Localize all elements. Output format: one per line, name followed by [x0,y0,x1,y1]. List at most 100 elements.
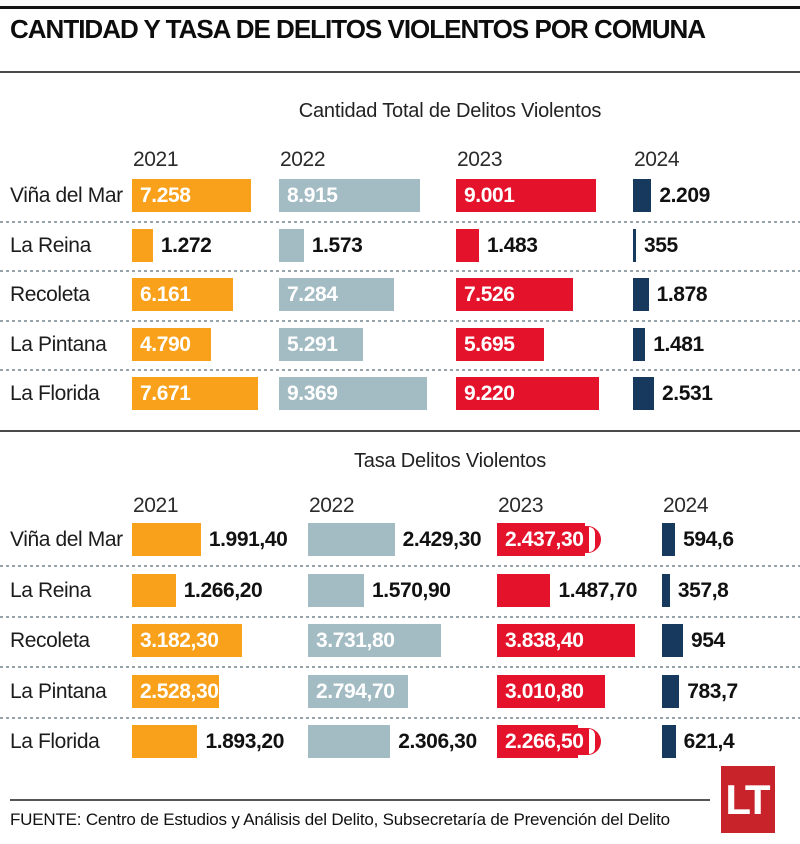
bar-value: 3.010,80 [505,679,584,703]
row-separator [0,369,800,371]
bar-2023: 5.695 [456,327,545,361]
bar-value: 1.573 [311,233,363,257]
bar-value: 2.794,70 [316,679,395,703]
row-separator [0,615,800,618]
bar-value: 9.220 [464,382,515,405]
year-column-header: 2023 [498,494,544,517]
bar-2021 [132,523,201,556]
bar-value: 7.526 [464,283,515,306]
bar-2023: 3.010,80 [497,674,606,708]
bar-value: 6.161 [140,283,191,306]
row-separator [0,565,800,567]
bar-2022 [308,523,395,556]
bar-2024 [633,278,649,311]
commune-label: La Florida [10,382,100,405]
bar-value: 7.671 [140,382,191,405]
bar-2022: 2.794,70 [308,674,408,708]
bar-value: 9.001 [464,184,515,207]
commune-label: Recoleta [10,629,90,652]
bar-2023: 9.220 [456,377,599,410]
bar-2021 [132,725,198,758]
bar-value: 357,8 [677,578,729,602]
bar-value: 2.528,30 [140,679,219,703]
bar-value: 2.209 [659,184,710,207]
year-column-header: 2024 [663,494,709,517]
bar-2022 [308,725,391,758]
bar-2021: 7.258 [132,179,252,212]
bar-2022: 7.284 [279,278,395,311]
header-divider-line [0,71,800,73]
bar-value: 1.991,40 [208,528,288,551]
bar-2024 [662,624,683,657]
bar-value: 1.570,90 [371,578,451,602]
bar-value: 2.429,30 [402,528,482,551]
year-column-header: 2022 [309,494,355,517]
bar-2022 [308,573,364,607]
bar-value: 1.272 [160,233,212,257]
source-credit: FUENTE: Centro de Estudios y Análisis de… [10,810,670,829]
bar-2024 [633,327,646,361]
page-title: CANTIDAD Y TASA DE DELITOS VIOLENTOS POR… [10,14,706,44]
commune-label: La Florida [10,730,100,753]
bar-value: 1.893,20 [205,730,284,753]
bar-2021: 2.528,30 [132,674,220,708]
bar-value: 7.258 [140,184,191,207]
bar-2021 [132,573,176,607]
bar-value: 5.291 [287,332,338,356]
bar-value: 1.266,20 [183,578,263,602]
bar-value: 9.369 [287,382,338,405]
bar-value-pill: 2.266,50 [497,728,601,755]
row-separator [0,666,800,668]
pill-notch [588,527,595,552]
bar-2024 [662,573,670,607]
commune-label: Viña del Mar [10,528,123,551]
bar-2024 [662,725,676,758]
bar-value: 2.531 [662,382,713,405]
bar-value: 3.838,40 [505,629,584,652]
bar-2023: 7.526 [456,278,573,311]
row-separator [0,220,800,223]
bar-2023 [456,228,479,262]
bar-value: 783,7 [687,679,738,703]
bar-2022: 9.369 [279,377,427,410]
row-separator [0,270,800,272]
year-column-header: 2024 [634,148,680,171]
chart2-title: Tasa Delitos Violentos [353,450,546,472]
charts-divider-line [0,430,800,432]
commune-label: Recoleta [10,283,90,306]
pill-notch [588,729,595,754]
bar-2023: 3.838,40 [497,624,635,657]
commune-label: La Pintana [10,679,107,703]
bar-2021: 7.671 [132,377,258,410]
row-separator [0,716,800,719]
bar-2022: 8.915 [279,179,420,212]
bar-value: 1.487,70 [558,578,638,602]
bar-2022: 3.731,80 [308,624,441,657]
bar-2021: 3.182,30 [132,624,242,657]
bar-value: 4.790 [140,332,191,356]
year-column-header: 2021 [133,148,179,171]
commune-label: Viña del Mar [10,184,123,207]
year-column-header: 2023 [457,148,503,171]
bar-value-pill: 2.437,30 [497,526,601,553]
bar-value: 3.182,30 [140,629,219,652]
lt-logo: LT [721,766,775,833]
bar-value: 594,6 [683,528,734,551]
bar-value: 7.284 [287,283,338,306]
bar-2024 [633,228,636,262]
bar-2021: 6.161 [132,278,234,311]
year-column-header: 2022 [280,148,326,171]
bar-2022 [279,228,304,262]
bar-value: 1.481 [653,332,704,356]
bar-2024 [633,179,652,212]
bar-value: 8.915 [287,184,338,207]
bar-value: 3.731,80 [316,629,395,652]
bar-value: 954 [691,629,725,652]
top-border-line [0,6,800,9]
commune-label: La Pintana [10,332,107,356]
bar-2024 [633,377,654,410]
bar-2023 [497,573,551,607]
commune-label: La Reina [10,233,91,257]
bar-2024 [662,523,676,556]
